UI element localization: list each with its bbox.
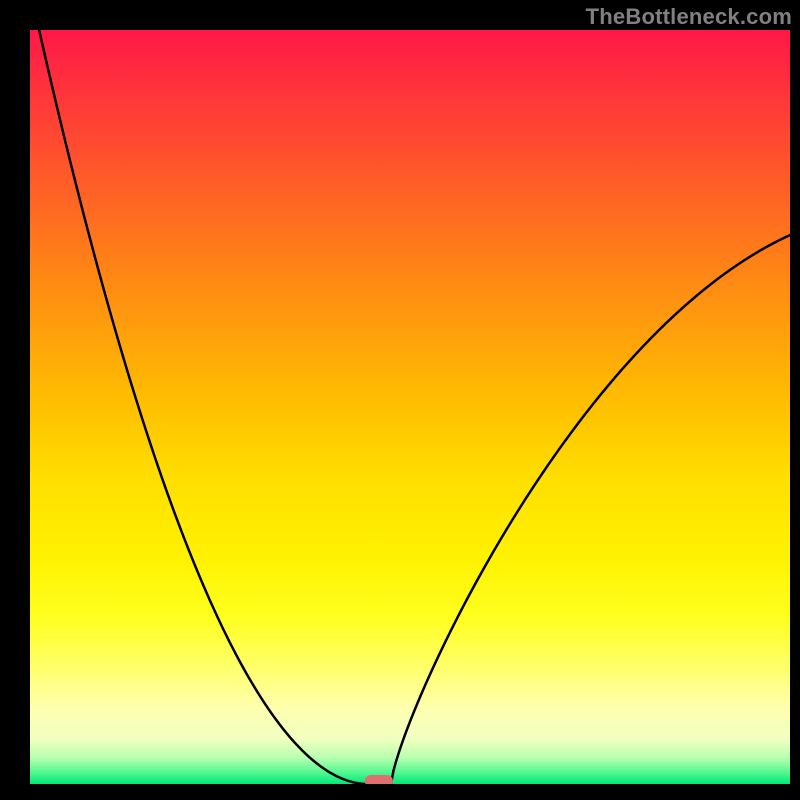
- plot-background: [30, 30, 790, 784]
- watermark-text: TheBottleneck.com: [586, 4, 792, 30]
- bottleneck-curve-chart: [0, 0, 800, 800]
